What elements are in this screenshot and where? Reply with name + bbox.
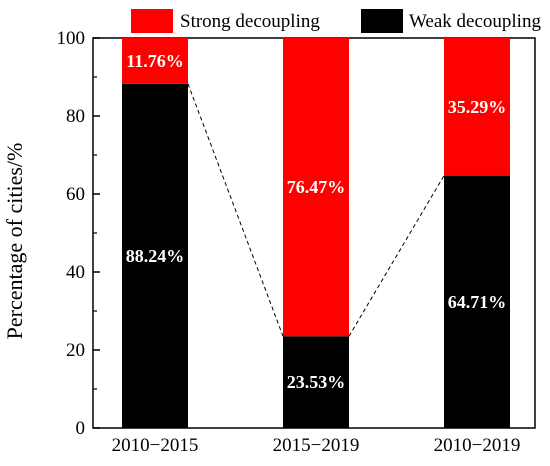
- y-tick-label: 20: [66, 340, 85, 361]
- bar-weak-decoupling: [283, 336, 349, 428]
- plot-area: 0 20 40 60 80 100 2010−2015 2015−2019 2010−2019 8…: [57, 28, 536, 456]
- y-tick-label: 80: [66, 106, 85, 127]
- x-tick-label: 2010−2019: [434, 435, 521, 456]
- legend-swatch-strong-decoupling: [131, 9, 173, 33]
- bar-strong-decoupling: [122, 38, 188, 84]
- y-tick-label: 0: [76, 418, 86, 439]
- bar-weak-decoupling: [122, 83, 188, 428]
- connector-line-boundary: [187, 83, 284, 337]
- bar-weak-decoupling: [444, 175, 510, 428]
- x-tick-label: 2010−2015: [112, 435, 199, 456]
- connector-line-boundary: [348, 175, 445, 337]
- y-tick-label: 60: [66, 184, 85, 205]
- x-tick-label: 2015−2019: [273, 435, 360, 456]
- y-axis-title: Percentage of cities/%: [2, 143, 27, 340]
- data-label-weak-decoupling: 23.53%: [287, 372, 346, 392]
- bar-strong-decoupling: [283, 38, 349, 337]
- bar-strong-decoupling: [444, 38, 510, 176]
- legend-label-strong-decoupling: Strong decoupling: [180, 11, 320, 32]
- legend-swatch-weak-decoupling: [361, 9, 403, 33]
- data-label-strong-decoupling: 76.47%: [287, 177, 346, 197]
- data-label-strong-decoupling: 11.76%: [126, 51, 184, 71]
- legend-label-weak-decoupling: Weak decoupling: [409, 11, 541, 32]
- y-tick-label: 40: [66, 262, 85, 283]
- y-tick-label: 100: [57, 28, 86, 49]
- legend: Strong decoupling Weak decoupling: [131, 9, 541, 33]
- data-label-weak-decoupling: 64.71%: [448, 292, 507, 312]
- data-label-strong-decoupling: 35.29%: [448, 97, 507, 117]
- data-label-weak-decoupling: 88.24%: [126, 246, 185, 266]
